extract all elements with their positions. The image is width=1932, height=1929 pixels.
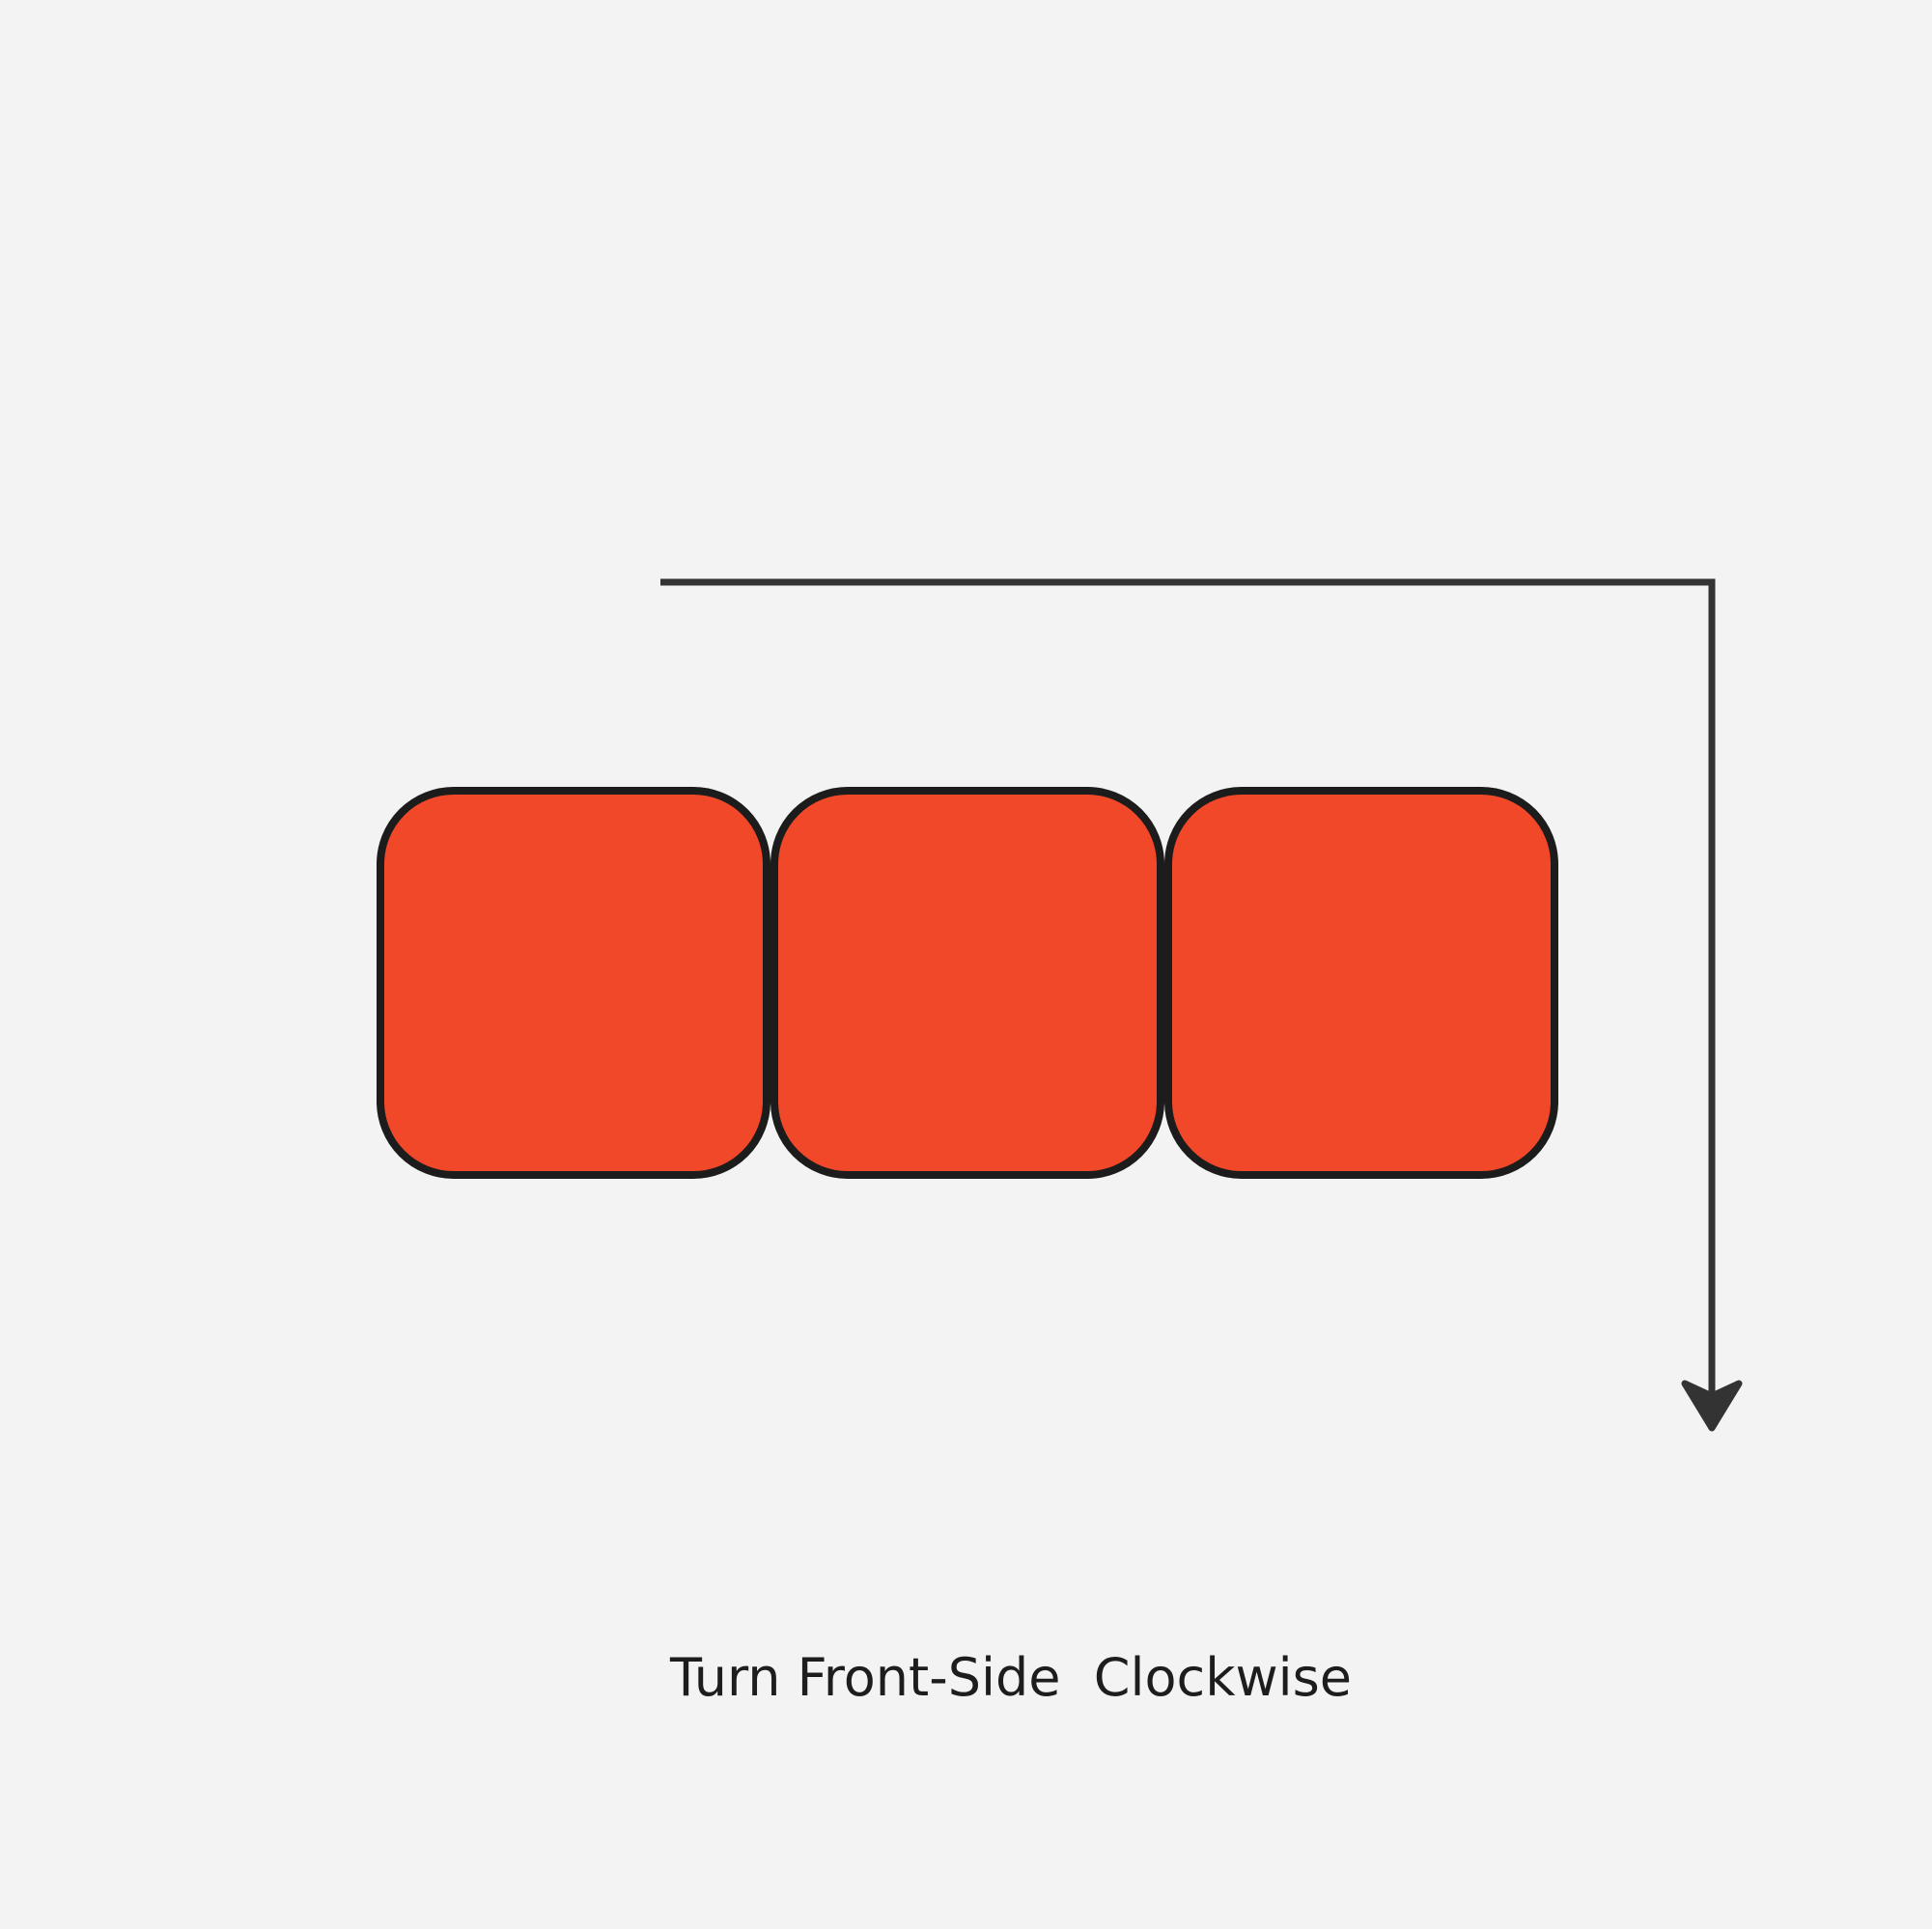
diagram-caption: Turn Front-Side Clockwise [669, 1647, 1353, 1708]
arrow-shaft [660, 578, 1716, 1393]
cube-tile-left [377, 787, 770, 1179]
arrow-head [1681, 1380, 1743, 1432]
cube-tile-center [770, 787, 1164, 1179]
cube-tile-right [1164, 787, 1558, 1179]
tile-row [377, 787, 1558, 1179]
clockwise-turn-arrow-icon [660, 578, 1743, 1432]
